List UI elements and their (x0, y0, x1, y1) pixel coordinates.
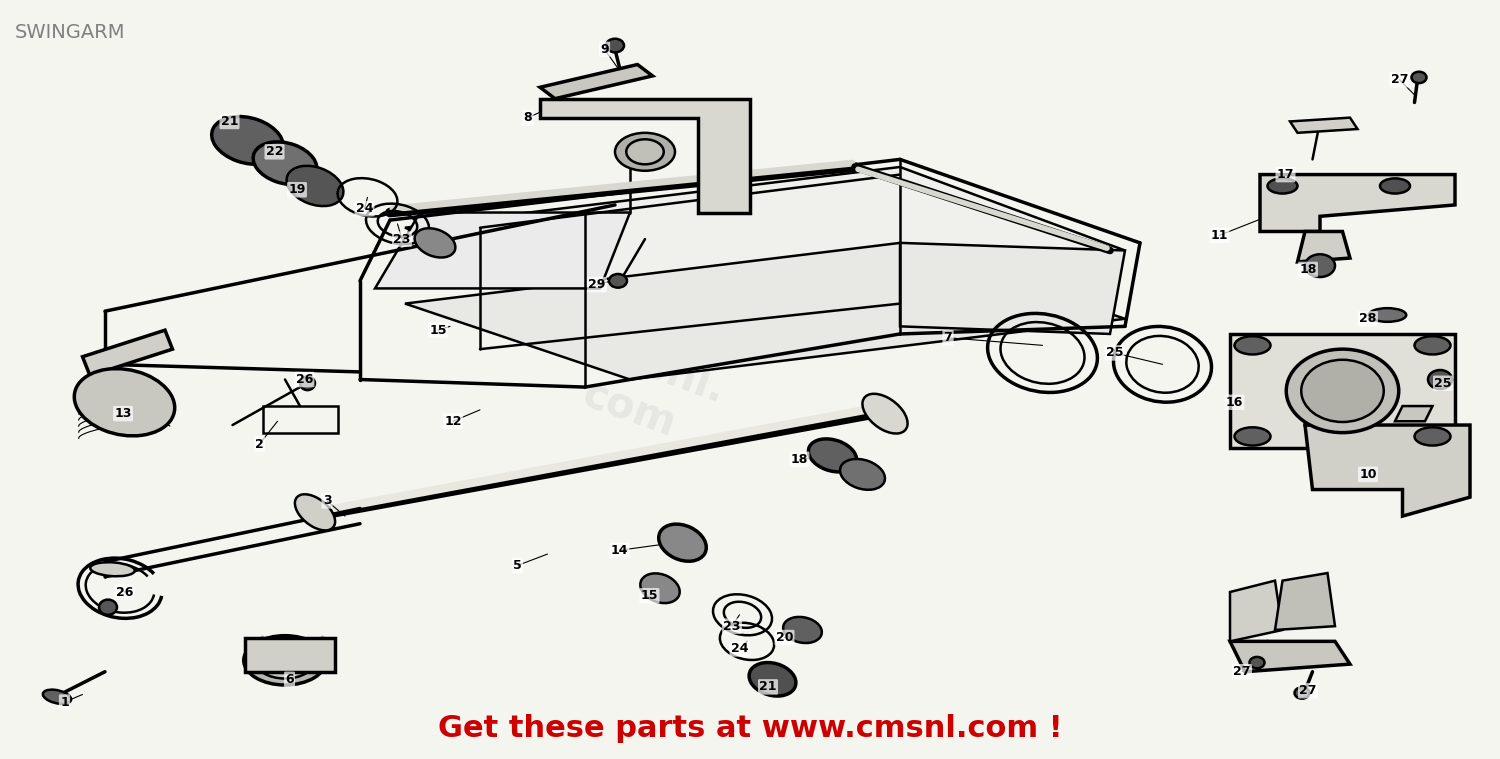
Text: 14: 14 (610, 543, 628, 557)
Text: Get these parts at www.cmsnl.com !: Get these parts at www.cmsnl.com ! (438, 714, 1062, 743)
Text: 15: 15 (640, 589, 658, 603)
Circle shape (1234, 427, 1270, 446)
Text: 24: 24 (730, 642, 748, 656)
Polygon shape (1305, 410, 1342, 425)
Circle shape (1268, 178, 1298, 194)
Text: 7: 7 (944, 331, 952, 345)
Text: 26: 26 (296, 373, 314, 386)
Polygon shape (1230, 581, 1282, 641)
Polygon shape (1305, 425, 1470, 516)
Circle shape (1414, 427, 1450, 446)
Text: 23: 23 (393, 232, 411, 246)
Ellipse shape (243, 636, 327, 685)
Polygon shape (1230, 641, 1350, 672)
Text: 25: 25 (1106, 346, 1124, 360)
Text: 10: 10 (1359, 468, 1377, 481)
Bar (262, 406, 338, 433)
Polygon shape (405, 167, 1125, 319)
Text: 16: 16 (1226, 395, 1244, 409)
Ellipse shape (658, 524, 706, 561)
Text: www
.cmsnl.
com: www .cmsnl. com (542, 270, 748, 458)
Circle shape (1414, 336, 1450, 354)
Ellipse shape (99, 600, 117, 615)
Text: 24: 24 (356, 202, 374, 216)
Text: 11: 11 (1210, 228, 1228, 242)
Ellipse shape (808, 439, 856, 472)
Text: 1: 1 (60, 695, 69, 709)
Text: 20: 20 (776, 631, 794, 644)
Polygon shape (1260, 175, 1455, 231)
Ellipse shape (1428, 370, 1452, 389)
Text: 25: 25 (1434, 376, 1452, 390)
Polygon shape (1290, 118, 1358, 133)
Ellipse shape (840, 459, 885, 490)
Ellipse shape (414, 228, 456, 257)
Ellipse shape (211, 117, 284, 164)
Text: 9: 9 (600, 43, 609, 56)
Text: 21: 21 (759, 680, 777, 694)
Polygon shape (405, 243, 1125, 380)
Text: 3: 3 (322, 494, 332, 508)
Ellipse shape (640, 573, 680, 603)
Ellipse shape (1250, 657, 1264, 668)
Text: 27: 27 (1390, 73, 1408, 87)
Text: 21: 21 (220, 115, 238, 128)
Text: 2: 2 (255, 437, 264, 451)
Text: 8: 8 (524, 111, 532, 124)
Ellipse shape (748, 663, 796, 696)
Text: 17: 17 (1276, 168, 1294, 181)
Text: 22: 22 (266, 145, 284, 159)
Polygon shape (1230, 334, 1455, 448)
Text: SWINGARM: SWINGARM (15, 23, 126, 42)
Text: 29: 29 (588, 278, 606, 291)
Ellipse shape (255, 642, 315, 679)
Ellipse shape (300, 376, 315, 390)
Ellipse shape (1412, 72, 1426, 83)
Ellipse shape (75, 369, 174, 436)
Polygon shape (1275, 573, 1335, 630)
Ellipse shape (1305, 254, 1335, 277)
Ellipse shape (90, 562, 135, 576)
Ellipse shape (1368, 308, 1407, 322)
Polygon shape (1395, 406, 1432, 421)
Circle shape (1234, 336, 1270, 354)
Text: 12: 12 (444, 414, 462, 428)
Ellipse shape (783, 617, 822, 643)
Ellipse shape (270, 650, 300, 669)
Ellipse shape (1300, 360, 1383, 422)
Ellipse shape (286, 165, 344, 206)
Ellipse shape (609, 274, 627, 288)
Text: 13: 13 (114, 407, 132, 420)
Polygon shape (1298, 231, 1350, 262)
Polygon shape (375, 213, 630, 288)
Ellipse shape (606, 39, 624, 52)
Bar (244, 638, 334, 672)
Text: 27: 27 (1233, 665, 1251, 679)
Text: 26: 26 (116, 585, 134, 599)
Ellipse shape (254, 142, 316, 184)
Ellipse shape (627, 139, 663, 164)
Text: 27: 27 (1299, 684, 1317, 698)
Polygon shape (540, 65, 652, 99)
Text: 6: 6 (285, 672, 294, 686)
Text: 18: 18 (790, 452, 808, 466)
Circle shape (1380, 178, 1410, 194)
Text: 18: 18 (1299, 263, 1317, 276)
Ellipse shape (44, 690, 70, 704)
Ellipse shape (1294, 688, 1310, 698)
Ellipse shape (862, 394, 907, 433)
Text: 19: 19 (288, 183, 306, 197)
Polygon shape (82, 330, 172, 376)
Text: 15: 15 (429, 323, 447, 337)
Text: 28: 28 (1359, 312, 1377, 326)
Polygon shape (900, 243, 1125, 334)
Polygon shape (540, 99, 750, 213)
Text: 5: 5 (513, 559, 522, 572)
Text: 23: 23 (723, 619, 741, 633)
Ellipse shape (615, 133, 675, 171)
Ellipse shape (296, 494, 334, 531)
Ellipse shape (1286, 349, 1398, 433)
